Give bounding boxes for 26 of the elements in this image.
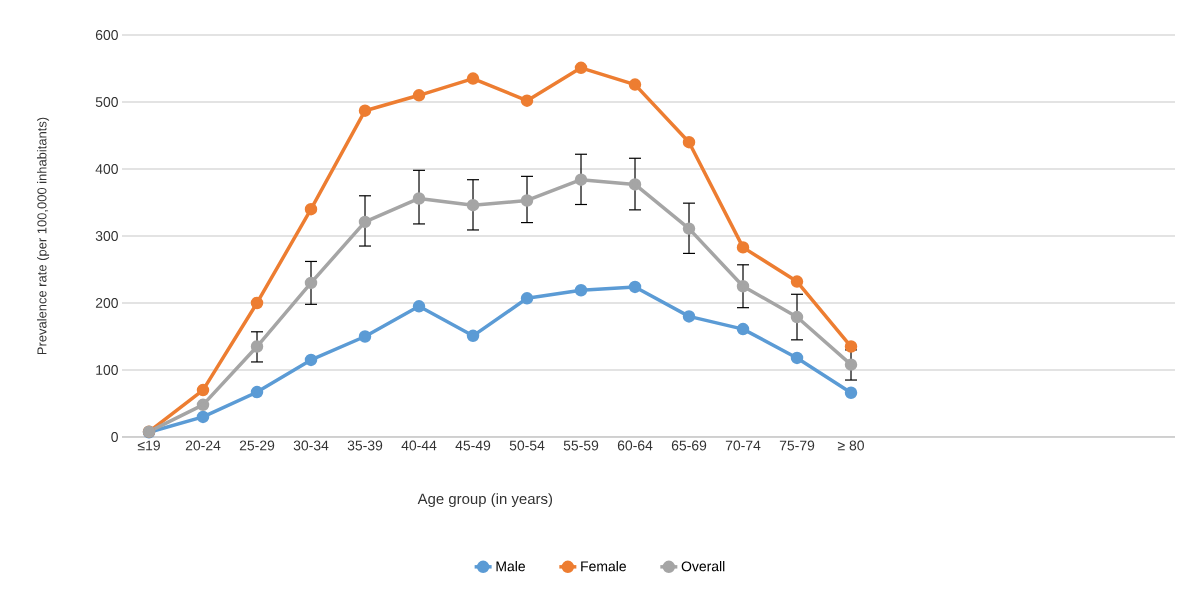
y-tick-label: 0 [111,432,118,442]
x-tick-label: 25-29 [239,440,275,451]
x-tick-label: ≤19 [137,440,160,451]
y-tick-label: 200 [95,298,118,308]
y-tick-label: 300 [95,231,118,241]
x-tick-label: 65-69 [671,440,707,451]
x-tick-label: 20-24 [185,440,221,451]
x-tick-label: 45-49 [455,440,491,451]
x-tick-label: ≥ 80 [837,440,864,451]
x-tick-label: 60-64 [617,440,653,451]
x-axis-title: Age group (in years) [417,493,553,508]
x-tick-label: 70-74 [725,440,761,451]
y-tick-label: 600 [95,30,118,40]
legend-label: Female [581,561,626,572]
y-tick-label: 100 [96,365,118,375]
y-tick-label: 400 [95,164,118,174]
legend-label: Overall [681,561,725,572]
x-tick-label: 40-44 [401,440,437,451]
y-tick-label: 500 [95,97,118,107]
x-tick-label: 30-34 [293,440,329,451]
x-tick-label: 35-39 [347,440,383,451]
x-tick-label: 75-79 [779,440,815,451]
x-tick-label: 50-54 [509,440,545,451]
y-axis-title: Prevalence rate (per 100,000 inhabitants) [37,117,50,355]
x-tick-label: 55-59 [563,440,599,451]
legend-label: Male [496,561,525,572]
